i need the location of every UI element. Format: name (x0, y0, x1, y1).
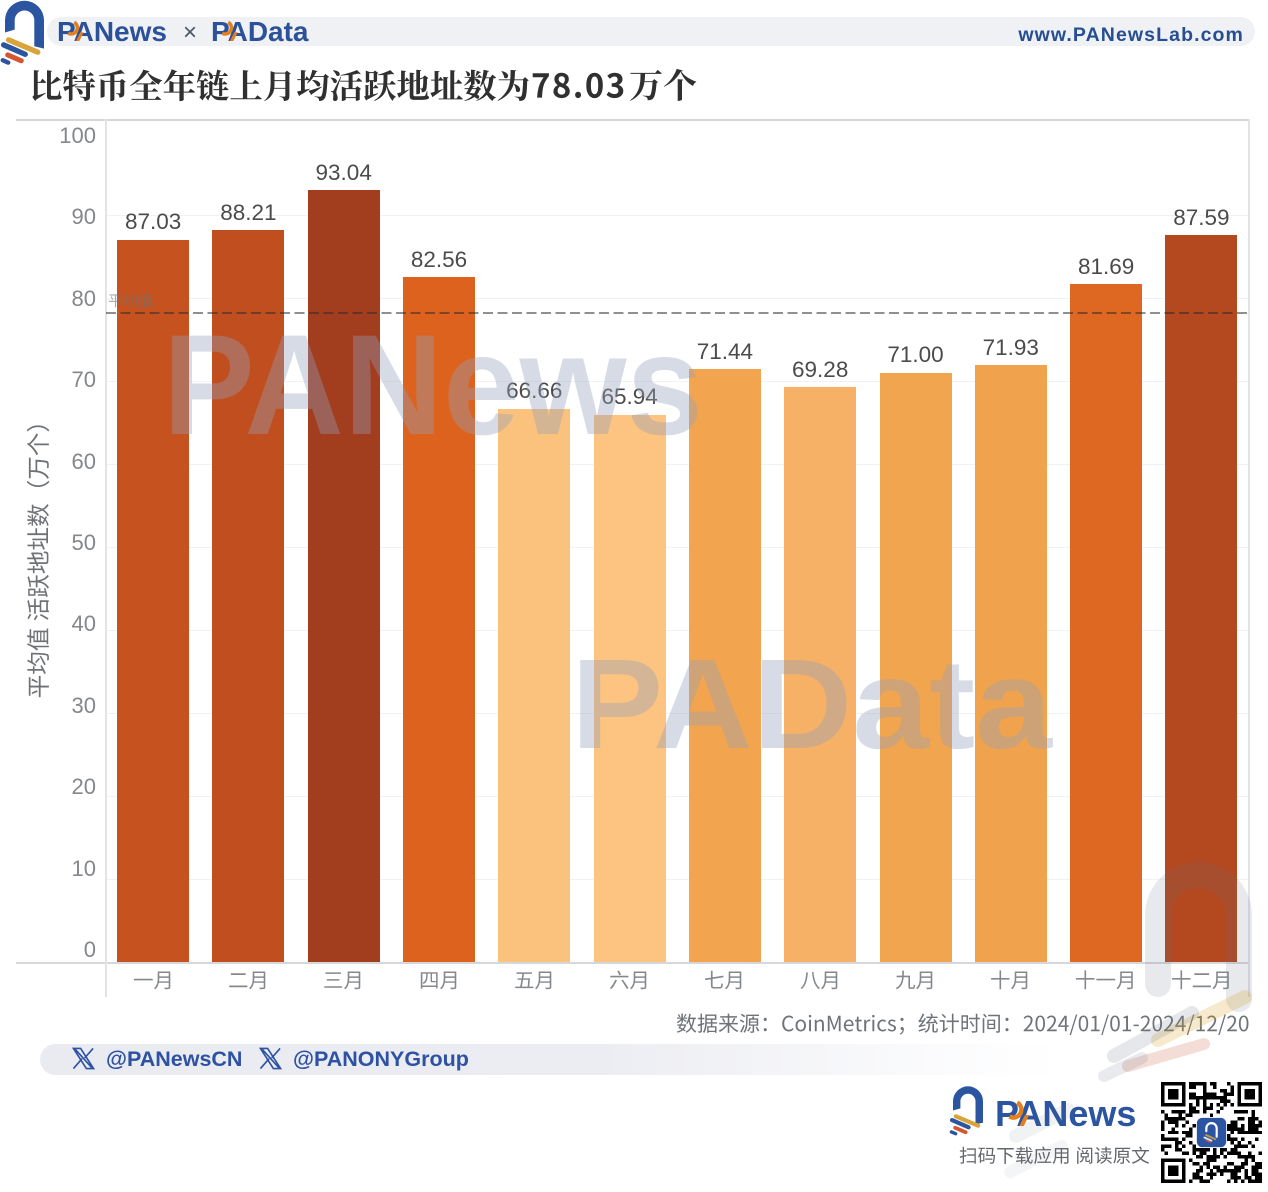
svg-text:PANews: PANews (57, 16, 167, 47)
svg-text:PAData: PAData (211, 16, 309, 47)
svg-text:PANews: PANews (995, 1093, 1136, 1134)
svg-text:×: × (183, 19, 197, 46)
svg-text:PANews: PANews (163, 306, 703, 460)
svg-text:PAData: PAData (571, 633, 1053, 776)
